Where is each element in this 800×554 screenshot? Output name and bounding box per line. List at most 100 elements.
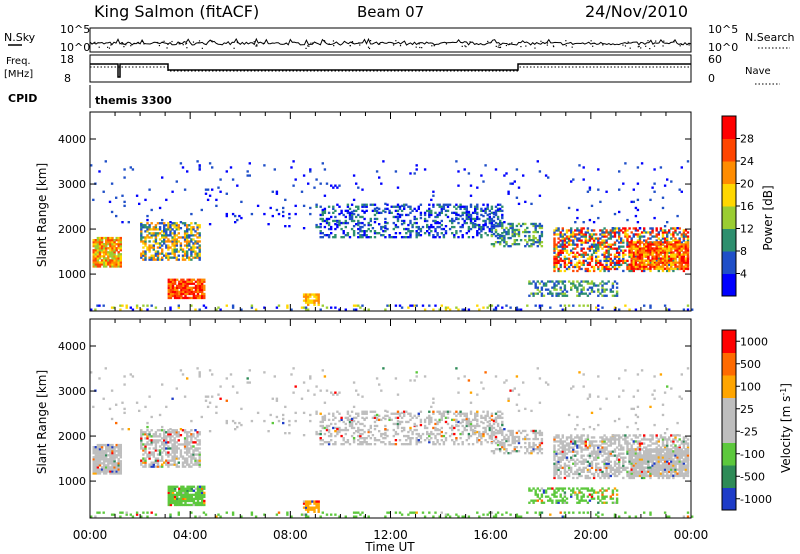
power-cell [173, 236, 176, 239]
power-cell [334, 215, 337, 219]
power-cell [394, 225, 398, 229]
power-cell [198, 166, 201, 169]
velocity-cell [92, 472, 95, 475]
power-cell [486, 306, 489, 309]
velocity-cell [451, 424, 454, 428]
power-cell [327, 205, 331, 208]
power-cell [588, 263, 592, 267]
nsearch-dot [137, 42, 139, 44]
power-cell [190, 230, 193, 233]
velocity-cell [480, 432, 483, 436]
velocity-cell [186, 451, 189, 454]
power-colorbar-segment [722, 273, 736, 297]
power-cell [102, 257, 106, 260]
power-cell [363, 234, 366, 237]
power-cell [630, 251, 633, 254]
velocity-cell [478, 439, 481, 442]
power-cell [123, 176, 126, 179]
velocity-cell [590, 450, 594, 453]
velocity-cell [367, 430, 370, 434]
power-cell [586, 227, 590, 230]
velocity-cell [111, 443, 114, 447]
power-cell [182, 280, 185, 283]
velocity-cell [107, 464, 110, 467]
power-cell [415, 221, 418, 225]
velocity-cell [599, 448, 602, 451]
power-cell [457, 308, 460, 311]
velocity-cell [428, 410, 431, 413]
power-cell [620, 241, 623, 244]
power-cell [173, 240, 176, 243]
power-cell [615, 255, 619, 258]
power-cell [686, 251, 690, 254]
power-cell [100, 249, 104, 252]
power-cell [651, 257, 654, 260]
velocity-cell [323, 441, 327, 444]
velocity-cell [346, 410, 350, 413]
nsearch-dot [349, 44, 351, 47]
power-cell [684, 265, 688, 269]
velocity-cell [417, 439, 420, 442]
nsearch-dot [308, 45, 310, 47]
power-cell [540, 234, 544, 238]
power-cell [557, 255, 560, 258]
velocity-cell [176, 485, 179, 488]
power-cell [154, 228, 158, 231]
power-cell [661, 265, 665, 268]
velocity-cell [315, 504, 318, 507]
power-cell [603, 227, 606, 230]
power-cell [670, 245, 673, 248]
power-cell [530, 245, 533, 248]
power-cell [663, 253, 667, 256]
power-cell [200, 208, 203, 212]
velocity-cell [540, 441, 544, 445]
nsearch-dot [418, 43, 420, 45]
power-cell [373, 209, 377, 213]
velocity-cell [198, 439, 201, 442]
power-cell [175, 248, 178, 251]
velocity-cell [163, 429, 166, 432]
velocity-cell [369, 424, 372, 428]
power-cell [165, 232, 168, 235]
power-cell [311, 293, 314, 296]
velocity-cell [98, 460, 102, 463]
power-cell [574, 265, 577, 269]
power-cell [302, 204, 306, 208]
power-cell [113, 265, 116, 268]
velocity-cell [167, 499, 170, 503]
power-cell [196, 242, 199, 245]
velocity-cell [553, 440, 556, 443]
power-cell [622, 245, 625, 248]
velocity-cell [557, 466, 560, 470]
power-cell [175, 224, 178, 227]
velocity-cell [102, 462, 106, 465]
power-cell [499, 234, 502, 238]
power-cell [119, 241, 122, 244]
velocity-cell [384, 443, 387, 446]
power-cell [129, 166, 132, 169]
velocity-cell [603, 476, 606, 480]
power-cell [647, 243, 650, 246]
velocity-cell [188, 489, 191, 492]
power-cell [563, 280, 567, 283]
nsearch-dot [508, 43, 511, 45]
nsearch-dot [511, 42, 513, 44]
power-cell [165, 230, 168, 233]
nsearch-dot [256, 45, 258, 47]
power-cell [181, 254, 185, 257]
power-cell [175, 258, 178, 261]
velocity-cell [105, 468, 108, 471]
velocity-cell [538, 443, 542, 447]
power-cell [167, 284, 170, 288]
velocity-cell [476, 430, 479, 434]
velocity-cell [167, 461, 170, 464]
velocity-cell [407, 437, 410, 440]
nsearch-dot [622, 44, 624, 46]
power-cell [615, 231, 619, 234]
power-cell [111, 245, 114, 248]
power-cell [557, 227, 560, 230]
velocity-cell [325, 441, 329, 444]
power-cell [651, 231, 654, 234]
power-cell [94, 265, 97, 268]
power-cell [409, 304, 412, 307]
